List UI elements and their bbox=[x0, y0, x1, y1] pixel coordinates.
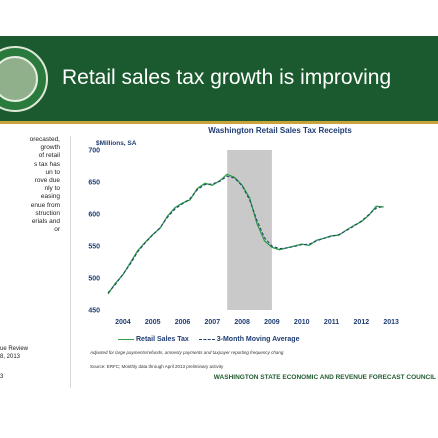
side-panel-text: orecasted, growth of retail s tax has un… bbox=[29, 136, 60, 234]
x-tick-label-2004: 2004 bbox=[115, 319, 131, 326]
x-tick-label-2013: 2013 bbox=[383, 319, 399, 326]
y-tick-label-450: 450 bbox=[88, 308, 100, 315]
y-tick-label-600: 600 bbox=[88, 212, 100, 219]
x-tick-label-2006: 2006 bbox=[175, 319, 191, 326]
side-panel-citation: ue Review 8, 2013 bbox=[0, 346, 29, 360]
legend-swatch-moving-average bbox=[198, 338, 215, 340]
x-tick-label-2011: 2011 bbox=[324, 319, 339, 326]
slide-number: 3 bbox=[0, 374, 4, 380]
series-line-moving-average bbox=[107, 175, 384, 294]
y-tick-label-650: 650 bbox=[88, 180, 100, 187]
x-tick-label-2012: 2012 bbox=[354, 319, 370, 326]
panel-divider bbox=[70, 136, 71, 388]
y-tick-label-700: 700 bbox=[88, 148, 100, 155]
footer-organization: WASHINGTON STATE ECONOMIC AND REVENUE FO… bbox=[213, 374, 436, 381]
x-tick-label-2005: 2005 bbox=[145, 319, 161, 326]
slide-title: Retail sales tax growth is improving bbox=[62, 66, 392, 89]
legend-label-retail-sales-tax: Retail Sales Tax bbox=[136, 336, 189, 343]
legend-label-moving-average: 3-Month Moving Average bbox=[216, 336, 300, 343]
chart-legend: Retail Sales Tax 3-Month Moving Average bbox=[118, 336, 299, 343]
banner-accent-line bbox=[0, 121, 438, 124]
chart-note: Adjusted for large payments/refunds, amn… bbox=[90, 350, 284, 355]
x-tick-label-2008: 2008 bbox=[234, 319, 250, 326]
x-tick-label-2007: 2007 bbox=[205, 319, 221, 326]
title-banner bbox=[0, 36, 438, 124]
y-tick-label-550: 550 bbox=[88, 244, 100, 251]
y-axis-unit-label: $Millions, SA bbox=[96, 140, 137, 147]
y-tick-label-500: 500 bbox=[88, 276, 100, 283]
chart-source: Source: ERFC; Monthly data through April… bbox=[90, 364, 224, 369]
recession-shade bbox=[227, 150, 272, 310]
legend-swatch-retail-sales-tax bbox=[118, 338, 134, 340]
chart-title: Washington Retail Sales Tax Receipts bbox=[208, 126, 352, 135]
x-tick-label-2010: 2010 bbox=[294, 319, 310, 326]
x-tick-label-2009: 2009 bbox=[264, 319, 280, 326]
seal-inner-ring bbox=[0, 56, 38, 102]
